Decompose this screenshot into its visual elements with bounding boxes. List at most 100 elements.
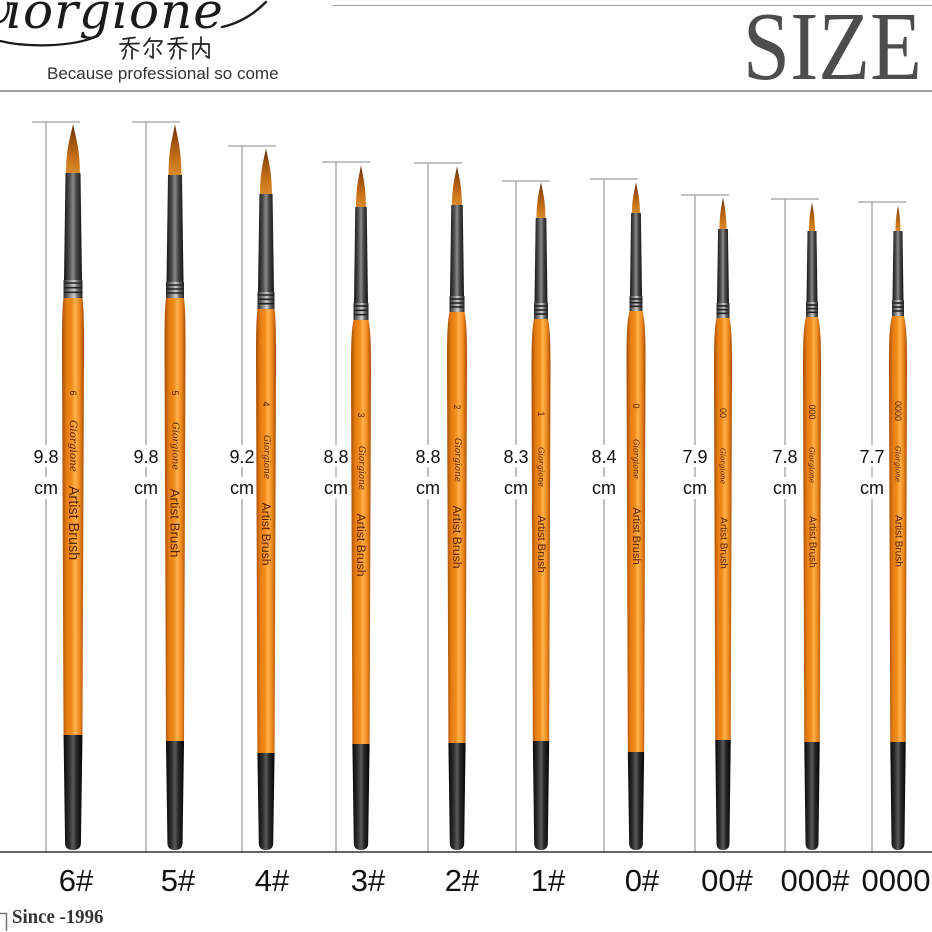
length-marker: 7.7 cm xyxy=(858,201,906,852)
handle-print-text: Artist Brush xyxy=(168,489,183,558)
brush-tip xyxy=(66,124,80,174)
brushes: 6 Giorgione Artist Brush 5 Giorgione Artist B… xyxy=(62,124,907,850)
handle-logo: Giorgione xyxy=(808,447,817,483)
length-label-mask xyxy=(32,477,60,499)
brush-end xyxy=(715,740,731,850)
brush-end xyxy=(352,744,370,850)
brush-tip xyxy=(260,148,272,195)
length-unit: cm xyxy=(416,478,440,498)
length-unit: cm xyxy=(773,478,797,498)
brush-end xyxy=(532,741,550,850)
length-marker: 9.8 cm xyxy=(32,121,80,852)
brush-handle xyxy=(164,298,186,741)
brush-tip xyxy=(632,182,640,214)
handle-size-number: 5 xyxy=(170,390,180,395)
handle-print-text: Artist Brush xyxy=(450,506,464,569)
brush-handle xyxy=(889,316,907,742)
handle-print-text: Artist Brush xyxy=(893,515,904,567)
length-unit: cm xyxy=(134,478,158,498)
handle-size-number: 1 xyxy=(536,411,546,416)
length-value: 8.8 xyxy=(415,447,440,467)
handle-print-text: Artist Brush xyxy=(807,516,818,568)
header-divider xyxy=(0,90,932,92)
size-label: 0000 xyxy=(862,863,931,898)
length-label-mask xyxy=(228,477,256,499)
brush-crimp xyxy=(353,303,369,320)
brush-ferrule xyxy=(450,205,464,296)
handle-size-number: 4 xyxy=(261,401,271,406)
length-unit: cm xyxy=(860,478,884,498)
length-label-mask xyxy=(228,445,256,467)
length-label-mask xyxy=(858,445,886,467)
length-marker: 7.8 cm xyxy=(771,198,819,852)
brush-ferrule xyxy=(534,218,548,303)
brush-tip xyxy=(895,205,901,232)
length-marker: 9.2 cm xyxy=(228,145,276,852)
handle-logo: Giorgione xyxy=(537,447,546,487)
brush-3: 3 Giorgione Artist Brush xyxy=(351,165,371,850)
length-marker: 8.4 cm xyxy=(590,178,638,852)
size-label: 6# xyxy=(59,863,94,898)
length-value: 7.8 xyxy=(772,447,797,467)
size-label: 00# xyxy=(701,863,753,898)
length-value: 7.9 xyxy=(682,447,707,467)
length-value: 8.4 xyxy=(591,447,616,467)
brush-4: 4 Giorgione Artist Brush xyxy=(256,148,276,850)
length-label-mask xyxy=(502,477,530,499)
brush-ferrule xyxy=(892,231,904,300)
glyph-qiao xyxy=(119,36,140,60)
length-label-mask xyxy=(32,445,60,467)
glyph-qiao xyxy=(167,36,188,60)
handle-logo: Giorgione xyxy=(170,422,181,470)
page-title: SIZE xyxy=(743,0,922,101)
brush-1: 1 Giorgione Artist Brush xyxy=(531,182,551,850)
handle-logo: Giorgione xyxy=(356,446,366,490)
brush-handle xyxy=(714,318,732,740)
brush-end xyxy=(63,735,83,850)
length-marker: 9.8 cm xyxy=(132,121,180,852)
size-label: 000# xyxy=(781,863,851,898)
handle-logo: Giorgione xyxy=(452,438,462,482)
handle-print-text: Artist Brush xyxy=(354,514,368,577)
brush-ferrule xyxy=(258,194,274,292)
handle-logo: Giorgione xyxy=(67,420,79,472)
length-unit: cm xyxy=(683,478,707,498)
handle-logo: Giorgione xyxy=(632,439,641,479)
brush-handle xyxy=(626,311,646,752)
brush-end xyxy=(890,742,906,850)
length-value: 7.7 xyxy=(859,447,884,467)
brush-5: 5 Giorgione Artist Brush xyxy=(164,124,186,850)
length-unit: cm xyxy=(504,478,528,498)
brush-tip xyxy=(168,124,182,176)
handle-print-text: Artist Brush xyxy=(535,515,547,572)
length-label-mask xyxy=(681,445,709,467)
glyph-er xyxy=(143,37,163,59)
handle-logo: Giorgione xyxy=(719,448,728,484)
size-label: 0# xyxy=(625,863,660,898)
length-unit: cm xyxy=(230,478,254,498)
brush-000: 000 Giorgione Artist Brush xyxy=(803,202,821,850)
brush-handle xyxy=(351,320,371,744)
brush-ferrule xyxy=(166,175,184,282)
length-label-mask xyxy=(590,445,618,467)
length-value: 8.8 xyxy=(323,447,348,467)
size-label: 3# xyxy=(351,863,386,898)
length-unit: cm xyxy=(592,478,616,498)
brand-tagline: Because professional so come xyxy=(47,64,279,83)
brand-chinese-name-mark xyxy=(119,36,210,60)
brush-crimp xyxy=(534,303,548,319)
brush-handle xyxy=(803,317,821,742)
handle-size-number: 0000 xyxy=(893,401,903,421)
length-marker: 8.8 cm xyxy=(322,161,370,852)
brush-crimp xyxy=(166,282,184,298)
brush-ferrule xyxy=(354,207,368,303)
length-label-mask xyxy=(322,445,350,467)
length-label-mask xyxy=(771,445,799,467)
size-label: 1# xyxy=(531,863,566,898)
length-marker: 8.8 cm xyxy=(414,162,462,852)
brush-00: 00 Giorgione Artist Brush xyxy=(714,197,732,850)
brush-handle xyxy=(531,319,551,741)
length-markers: 9.8 cm 9.8 cm 9.2 cm 8.8 cm 8.8 cm 8.3 cm 8.4 cm 7.9 cm… xyxy=(32,121,906,852)
handle-size-number: 3 xyxy=(356,412,366,417)
